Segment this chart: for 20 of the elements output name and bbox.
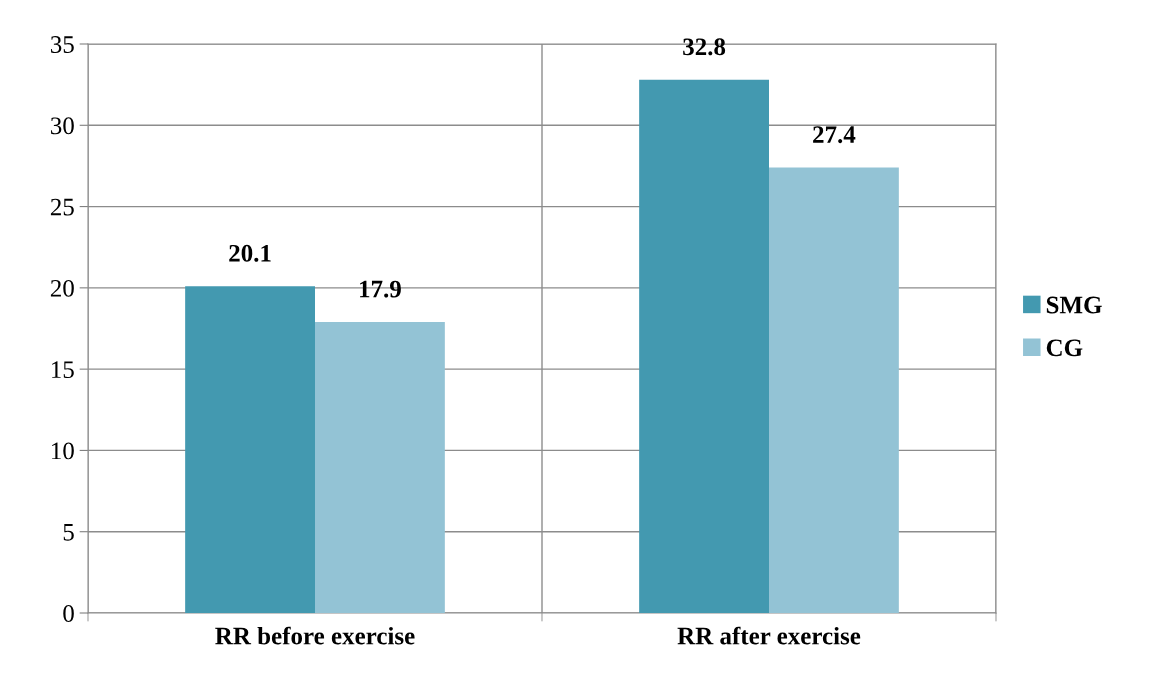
- bar: [315, 322, 445, 613]
- bar: [769, 167, 899, 613]
- bar: [185, 286, 315, 613]
- y-tick-label: 30: [51, 117, 74, 135]
- y-tick-label: 35: [51, 36, 74, 53]
- data-label: 20.1: [229, 244, 271, 262]
- data-label: 32.8: [683, 38, 726, 56]
- data-label: 27.4: [813, 126, 856, 144]
- legend-label: CG: [1046, 339, 1083, 357]
- bar: [639, 79, 769, 613]
- y-tick-label: 10: [52, 442, 74, 460]
- y-tick-label: 15: [52, 361, 74, 379]
- y-tick-label: 25: [50, 198, 74, 216]
- x-tick-label: RR before exercise: [215, 626, 415, 645]
- y-tick-label: 5: [63, 524, 74, 541]
- data-label: 17.9: [360, 280, 401, 298]
- legend-label: SMG: [1046, 296, 1102, 314]
- x-tick-label: RR after exercise: [677, 626, 861, 645]
- y-tick-label: 20: [50, 279, 74, 297]
- y-tick-label: 0: [63, 605, 74, 622]
